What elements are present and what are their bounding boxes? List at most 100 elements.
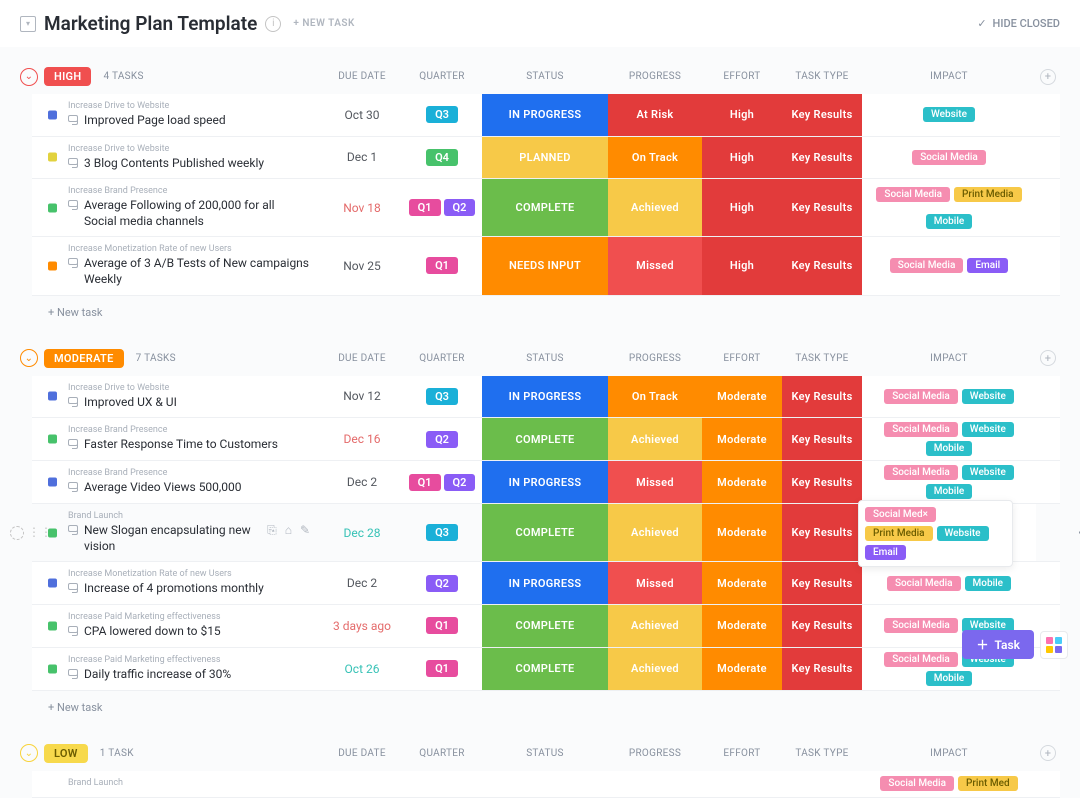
task-name-cell[interactable]: Increase Monetization Rate of new Users … (32, 237, 322, 294)
impact-cell[interactable]: Social MediaWebsiteMobile (862, 418, 1036, 460)
impact-cell[interactable]: Social MediaPrint Med (862, 771, 1036, 797)
effort-cell[interactable] (702, 771, 782, 797)
task-row[interactable]: Increase Brand Presence Average Followin… (32, 179, 1060, 237)
type-cell[interactable]: Key Results (782, 461, 862, 503)
due-date-cell[interactable]: Dec 2 (322, 562, 402, 604)
quarter-cell[interactable] (402, 771, 482, 797)
task-name-cell[interactable]: Increase Brand Presence Average Followin… (32, 179, 322, 236)
quarter-pill[interactable]: Q3 (426, 524, 458, 541)
effort-cell[interactable]: High (702, 137, 782, 179)
due-date-cell[interactable]: Dec 28 (322, 504, 402, 561)
row-grip[interactable]: ⋮⋮ (10, 526, 52, 540)
impact-tag[interactable]: Social Media (884, 652, 958, 667)
new-task-row[interactable]: + New task (20, 296, 1060, 329)
impact-tag[interactable]: Email (967, 258, 1008, 273)
status-square-icon[interactable] (48, 110, 57, 119)
due-date-cell[interactable]: Oct 26 (322, 648, 402, 690)
effort-cell[interactable]: Moderate (702, 648, 782, 690)
impact-tag[interactable]: Social Media (887, 576, 961, 591)
status-square-icon[interactable] (48, 392, 57, 401)
col-quarter[interactable]: QUARTER (402, 353, 482, 364)
tag-icon[interactable]: ⌂ (285, 523, 292, 539)
type-cell[interactable]: Key Results (782, 605, 862, 647)
progress-cell[interactable]: At Risk (608, 94, 702, 136)
status-cell[interactable]: IN PROGRESS (482, 94, 608, 136)
progress-cell[interactable]: Achieved (608, 418, 702, 460)
status-cell[interactable]: COMPLETE (482, 648, 608, 690)
impact-cell[interactable]: Social Media (862, 137, 1036, 179)
col-impact[interactable]: IMPACT (862, 748, 1036, 759)
type-cell[interactable]: Key Results (782, 504, 862, 561)
quarter-cell[interactable]: Q1 (402, 648, 482, 690)
quarter-pill[interactable]: Q1 (426, 617, 458, 634)
task-name-cell[interactable]: Increase Drive to Website 3 Blog Content… (32, 137, 322, 179)
task-name-cell[interactable]: Increase Paid Marketing effectiveness Da… (32, 648, 322, 690)
task-row[interactable]: Increase Drive to Website Improved UX & … (32, 376, 1060, 419)
col-impact[interactable]: IMPACT (862, 353, 1036, 364)
effort-cell[interactable]: High (702, 179, 782, 236)
task-row[interactable]: Increase Monetization Rate of new Users … (32, 237, 1060, 295)
progress-cell[interactable]: Missed (608, 461, 702, 503)
status-cell[interactable]: COMPLETE (482, 504, 608, 561)
priority-pill[interactable]: Moderate (44, 349, 124, 368)
status-square-icon[interactable] (48, 203, 57, 212)
add-column-button[interactable]: + (1040, 745, 1056, 761)
impact-cell[interactable]: Social Media Website (862, 376, 1036, 418)
due-date-cell[interactable]: Nov 18 (322, 179, 402, 236)
due-date-cell[interactable]: Nov 25 (322, 237, 402, 294)
quarter-pill[interactable]: Q2 (444, 474, 476, 491)
impact-tag[interactable]: Social Media (884, 389, 958, 404)
impact-tag[interactable]: Website (937, 526, 989, 541)
impact-cell[interactable]: Website (862, 94, 1036, 136)
col-impact[interactable]: IMPACT (862, 71, 1036, 82)
effort-cell[interactable]: Moderate (702, 418, 782, 460)
new-task-row[interactable]: + New task (20, 691, 1060, 724)
status-cell[interactable]: IN PROGRESS (482, 376, 608, 418)
type-cell[interactable]: Key Results (782, 648, 862, 690)
col-effort[interactable]: EFFORT (702, 748, 782, 759)
impact-tag[interactable]: Email (865, 545, 906, 560)
type-cell[interactable]: Key Results (782, 179, 862, 236)
quarter-pill[interactable]: Q1 (409, 199, 441, 216)
progress-cell[interactable] (608, 771, 702, 797)
progress-cell[interactable]: Missed (608, 562, 702, 604)
group-collapse-icon[interactable]: ⌄ (20, 744, 38, 762)
effort-cell[interactable]: High (702, 237, 782, 294)
impact-tag[interactable]: Website (962, 389, 1014, 404)
effort-cell[interactable]: Moderate (702, 562, 782, 604)
impact-cell[interactable]: Social MediaMobile (862, 562, 1036, 604)
progress-cell[interactable]: Achieved (608, 504, 702, 561)
quarter-cell[interactable]: Q1 (402, 605, 482, 647)
effort-cell[interactable]: Moderate (702, 504, 782, 561)
status-square-icon[interactable] (48, 579, 57, 588)
progress-cell[interactable]: Achieved (608, 648, 702, 690)
type-cell[interactable]: Key Results (782, 376, 862, 418)
quarter-cell[interactable]: Q4 (402, 137, 482, 179)
effort-cell[interactable]: Moderate (702, 461, 782, 503)
new-task-button[interactable]: + NEW TASK (293, 18, 355, 29)
status-cell[interactable]: PLANNED (482, 137, 608, 179)
impact-cell[interactable]: Social MediaEmail (862, 237, 1036, 294)
priority-pill[interactable]: High (44, 67, 91, 86)
col-progress[interactable]: PROGRESS (608, 748, 702, 759)
task-row[interactable]: Increase Drive to Website 3 Blog Content… (32, 137, 1060, 180)
status-cell[interactable] (482, 771, 608, 797)
quarter-cell[interactable]: Q1 (402, 237, 482, 294)
col-quarter[interactable]: QUARTER (402, 748, 482, 759)
fab-task-button[interactable]: ＋ Task (962, 630, 1034, 659)
progress-cell[interactable]: Achieved (608, 179, 702, 236)
due-date-cell[interactable]: Nov 12 (322, 376, 402, 418)
progress-cell[interactable]: On Track (608, 137, 702, 179)
add-column-button[interactable]: + (1040, 350, 1056, 366)
type-cell[interactable]: Key Results (782, 237, 862, 294)
task-name-cell[interactable]: Brand Launch (32, 771, 322, 797)
quarter-pill[interactable]: Q1 (426, 660, 458, 677)
task-name-cell[interactable]: Increase Brand Presence Average Video Vi… (32, 461, 322, 503)
col-due-date[interactable]: DUE DATE (322, 748, 402, 759)
impact-tag[interactable]: Mobile (926, 441, 973, 456)
quarter-cell[interactable]: Q1Q2 (402, 179, 482, 236)
impact-tag[interactable]: Mobile (926, 484, 973, 499)
impact-tag[interactable]: Mobile (926, 671, 973, 686)
impact-cell[interactable]: Social MediaWebsiteMobile (862, 461, 1036, 503)
effort-cell[interactable]: Moderate (702, 605, 782, 647)
